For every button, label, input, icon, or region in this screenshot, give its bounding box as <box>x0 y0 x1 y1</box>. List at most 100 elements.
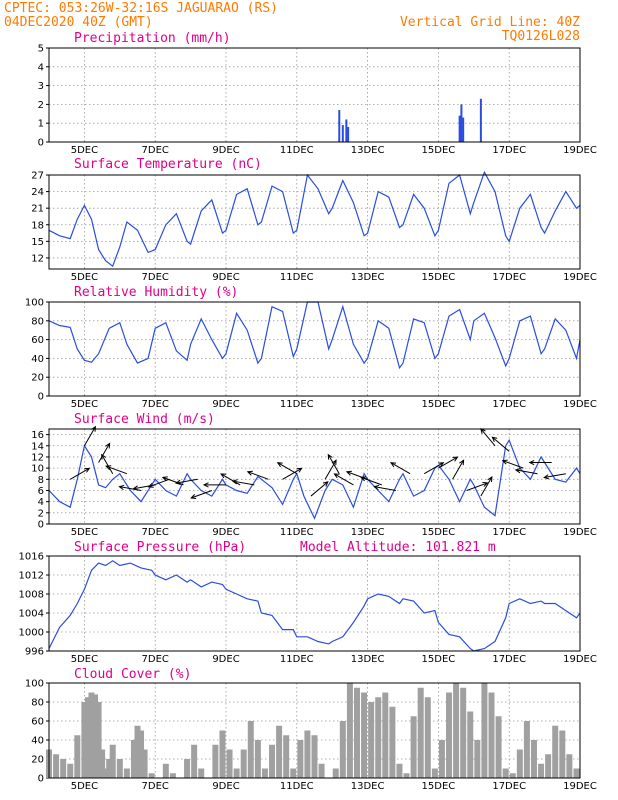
cloud-bar <box>523 721 530 778</box>
x-tick-label: 15DEC <box>422 399 456 410</box>
cloud-bar <box>67 763 74 778</box>
precip-bar <box>462 117 465 142</box>
wind-arrow <box>452 459 465 480</box>
x-tick-label: 9DEC <box>212 399 239 410</box>
y-tick-label: 0 <box>38 392 44 403</box>
y-tick-label: 18 <box>31 220 44 231</box>
x-tick-label: 7DEC <box>142 399 169 410</box>
cloud-bar <box>488 692 495 778</box>
cloud-bar <box>424 697 431 778</box>
y-tick-label: 1000 <box>19 628 44 639</box>
cloud-bar <box>84 697 91 778</box>
x-tick-label: 7DEC <box>142 781 169 792</box>
humidity-panel: 5DEC 7DEC 9DEC 11DEC 13DEC 15DEC 17DEC 19DEC 0 20… <box>25 298 597 411</box>
cloud-bar <box>261 768 268 778</box>
y-tick-label: 996 <box>25 647 44 658</box>
cloud-bar <box>545 754 552 778</box>
y-tick-label: 21 <box>31 204 44 215</box>
precip-bar <box>460 104 463 142</box>
y-tick-label: 4 <box>38 62 44 73</box>
precip-bar <box>347 126 350 142</box>
y-tick-label: 20 <box>31 373 44 384</box>
wind-arrow <box>202 482 226 488</box>
cloud-bar <box>130 740 137 778</box>
cloud-bar <box>318 763 325 778</box>
y-tick-label: 80 <box>31 698 44 709</box>
precip-bar <box>479 98 482 142</box>
wind-arrow <box>491 436 510 452</box>
cloud-title: Cloud Cover (%) <box>74 667 191 682</box>
wind-arrow <box>69 467 91 480</box>
cloud-bar <box>516 749 523 778</box>
wind-arrow <box>310 481 329 497</box>
x-tick-label: 15DEC <box>422 145 456 156</box>
cloud-bar <box>417 687 424 778</box>
pressure-line <box>48 560 581 652</box>
x-tick-label: 13DEC <box>351 145 385 156</box>
y-tick-label: 60 <box>31 335 44 346</box>
cloud-bar <box>95 702 102 778</box>
cloud-bar <box>102 768 109 778</box>
x-tick-label: 7DEC <box>142 654 169 665</box>
precip-title: Precipitation (mm/h) <box>74 31 231 46</box>
cloud-bar <box>339 721 346 778</box>
cloud-plot-frame <box>48 682 581 779</box>
header-model-id: TQ0126L028 <box>502 29 580 44</box>
cloud-bar <box>219 730 226 778</box>
cloud-bar <box>99 749 106 778</box>
x-tick-label: 5DEC <box>71 272 98 283</box>
x-tick-label: 17DEC <box>492 781 526 792</box>
x-tick-label: 17DEC <box>492 527 526 538</box>
y-tick-label: 60 <box>31 717 44 728</box>
y-tick-label: 1004 <box>19 609 44 620</box>
cloud-bar <box>283 735 290 778</box>
wind-panel: 5DEC 7DEC 9DEC 11DEC 13DEC 15DEC 17DEC 19DEC 024… <box>31 425 597 538</box>
cloud-bar <box>559 730 566 778</box>
cloud-bar <box>240 749 247 778</box>
wind-arrow <box>480 476 493 497</box>
cloud-bar <box>438 740 445 778</box>
y-tick-label: 1008 <box>19 590 44 601</box>
x-tick-label: 11DEC <box>280 272 314 283</box>
cloud-bar <box>74 735 81 778</box>
wind-arrow <box>231 479 255 486</box>
model-altitude: Model Altitude: 101.821 m <box>300 540 496 555</box>
cloud-bar <box>276 725 283 778</box>
wind-arrow <box>528 459 552 466</box>
x-tick-label: 13DEC <box>351 654 385 665</box>
x-tick-label: 11DEC <box>280 399 314 410</box>
wind-arrow <box>501 459 524 469</box>
x-tick-label: 7DEC <box>142 272 169 283</box>
cloud-bar <box>460 687 467 778</box>
y-tick-label: 100 <box>25 298 44 309</box>
x-tick-label: 5DEC <box>71 399 98 410</box>
x-tick-label: 13DEC <box>351 399 385 410</box>
y-tick-label: 6 <box>38 486 44 497</box>
cloud-bar <box>162 763 169 778</box>
wind-arrow <box>438 456 459 469</box>
cloud-bar <box>297 740 304 778</box>
cloud-bar <box>530 740 537 778</box>
cloud-bar <box>254 740 261 778</box>
cloud-bar <box>81 702 88 778</box>
cloud-bar <box>88 692 95 778</box>
pressure-panel: 5DEC 7DEC 9DEC 11DEC 13DEC 15DEC 17DEC 19DEC 996… <box>19 552 597 666</box>
cloud-bar <box>123 768 130 778</box>
x-tick-label: 9DEC <box>212 272 239 283</box>
y-tick-label: 4 <box>38 497 44 508</box>
wind-arrow <box>246 470 269 480</box>
precip-plot-frame <box>48 47 581 143</box>
y-tick-label: 0 <box>38 774 44 785</box>
y-tick-label: 27 <box>31 171 44 182</box>
cloud-bar <box>538 763 545 778</box>
wind-line <box>48 438 581 520</box>
cloud-bar <box>184 759 191 778</box>
x-tick-label: 13DEC <box>351 272 385 283</box>
cloud-bar <box>453 683 460 778</box>
cloud-bar <box>148 773 155 778</box>
y-tick-label: 15 <box>31 237 44 248</box>
cloud-bar <box>290 768 297 778</box>
cloud-bar <box>233 768 240 778</box>
cloud-bar <box>109 744 116 778</box>
